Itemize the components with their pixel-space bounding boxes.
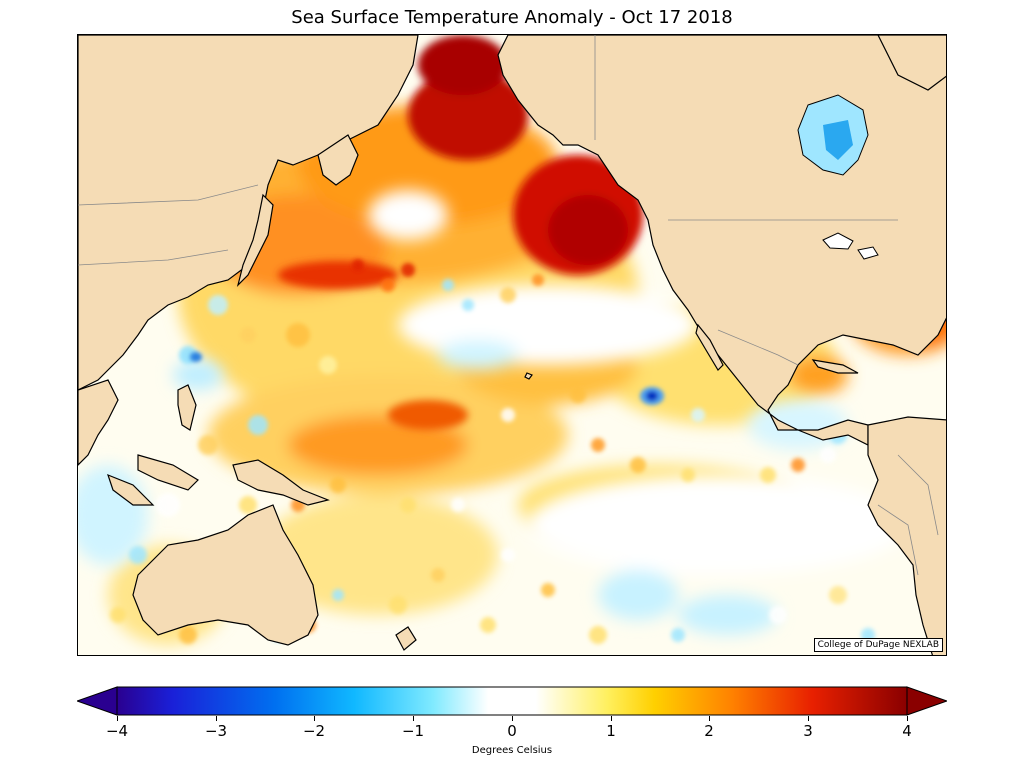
colorbar-extend-high xyxy=(906,686,949,716)
colorbar-tick-label: 2 xyxy=(704,722,714,740)
colorbar-tick-label: −3 xyxy=(204,722,228,740)
colorbar-extend-low xyxy=(75,686,118,716)
colorbar-tick-label: −1 xyxy=(401,722,425,740)
colorbar-tick-label: −2 xyxy=(302,722,326,740)
colorbar-label: Degrees Celsius xyxy=(471,745,553,756)
colorbar-tick xyxy=(314,716,315,721)
colorbar-tick-label: 1 xyxy=(606,722,616,740)
colorbar-tick xyxy=(512,716,513,721)
colorbar-tick xyxy=(611,716,612,721)
colorbar-tick-label: 0 xyxy=(507,722,517,740)
colorbar-tick xyxy=(808,716,809,721)
credit-label: College of DuPage NEXLAB xyxy=(813,638,943,652)
colorbar-gradient xyxy=(116,686,908,716)
colorbar-tick xyxy=(413,716,414,721)
inland-water xyxy=(797,94,879,260)
country-borders xyxy=(78,35,939,576)
colorbar-tick-label: −4 xyxy=(105,722,129,740)
colorbar xyxy=(75,686,949,716)
colorbar-tick xyxy=(709,716,710,721)
sst-anomaly-map: College of DuPage NEXLAB xyxy=(77,34,947,656)
colorbar-tick xyxy=(117,716,118,721)
map-title: Sea Surface Temperature Anomaly - Oct 17… xyxy=(291,7,733,28)
colorbar-tick xyxy=(907,716,908,721)
colorbar-tick-label: 4 xyxy=(902,722,912,740)
colorbar-tick-label: 3 xyxy=(803,722,813,740)
colorbar-tick xyxy=(216,716,217,721)
